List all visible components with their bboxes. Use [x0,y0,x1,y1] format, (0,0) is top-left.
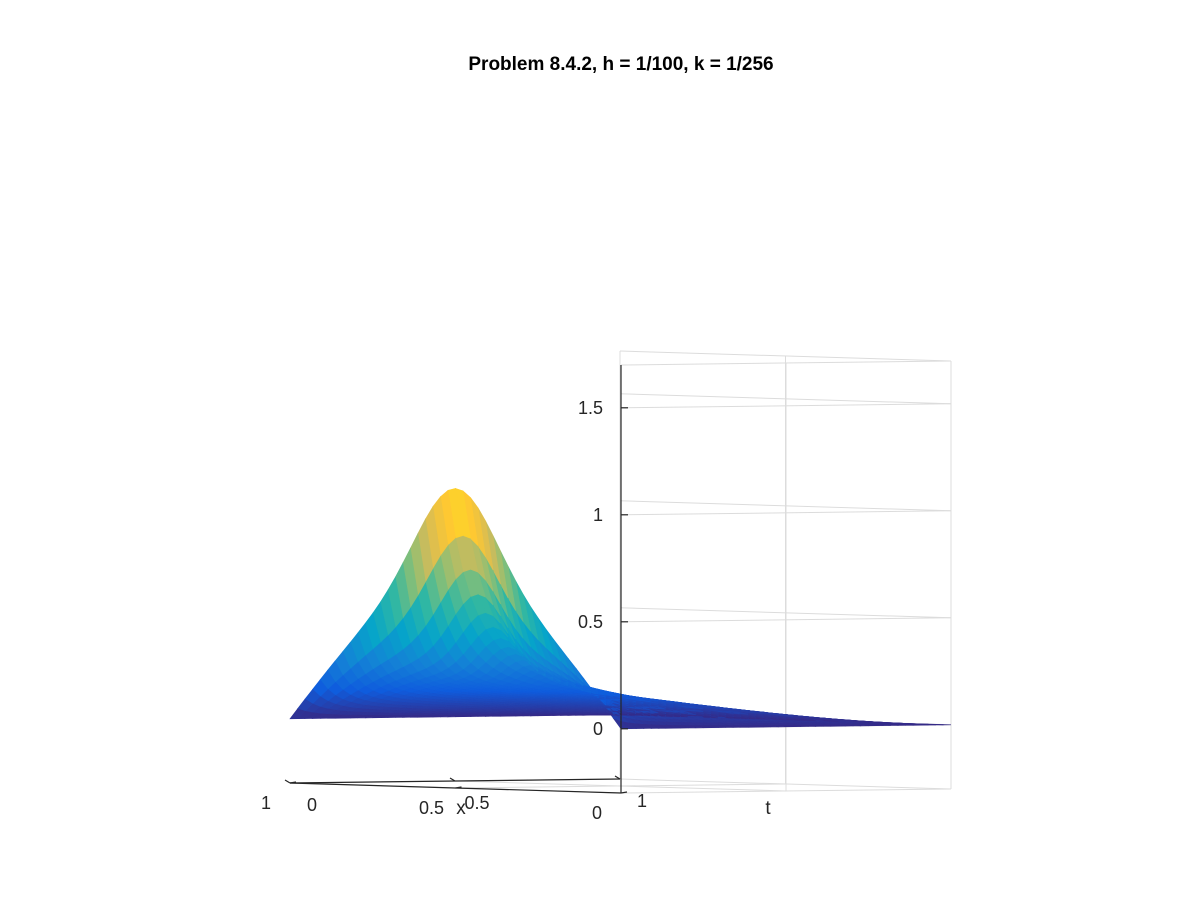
z-tick-label: 1.5 [578,398,603,418]
z-tick-label: 0.5 [578,612,603,632]
t-tick-label: 1 [637,791,647,811]
t-tick-1 [449,777,456,782]
x-tick-0 [620,791,628,794]
t-tick-2 [614,775,621,780]
axes-layer: 0 0.5 1 1.5 0 0.5 1 0 0.5 1 [261,365,647,823]
wall-top-left [620,360,952,366]
z-tick-label: 1 [593,505,603,525]
x-tick-1 [455,786,462,789]
t-axis-label: t [765,798,771,819]
grid-line-x-floor-0 [620,788,952,794]
x-axis-label: x [456,798,466,819]
chart-title: Problem 8.4.2, h = 1/100, k = 1/256 [468,54,773,75]
t-tick-label: 0.5 [464,793,489,813]
surface-plot [289,487,952,730]
z-tick-label: 0 [593,719,603,739]
x-tick-2 [289,781,297,784]
wall-top-right [619,350,952,362]
x-tick-label: 0.5 [419,798,444,818]
t-tick-0 [284,779,291,784]
surface-patch [289,708,306,720]
x-tick-label: 1 [261,793,271,813]
x-tick-label: 0 [592,803,602,823]
t-tick-label: 0 [307,795,317,815]
